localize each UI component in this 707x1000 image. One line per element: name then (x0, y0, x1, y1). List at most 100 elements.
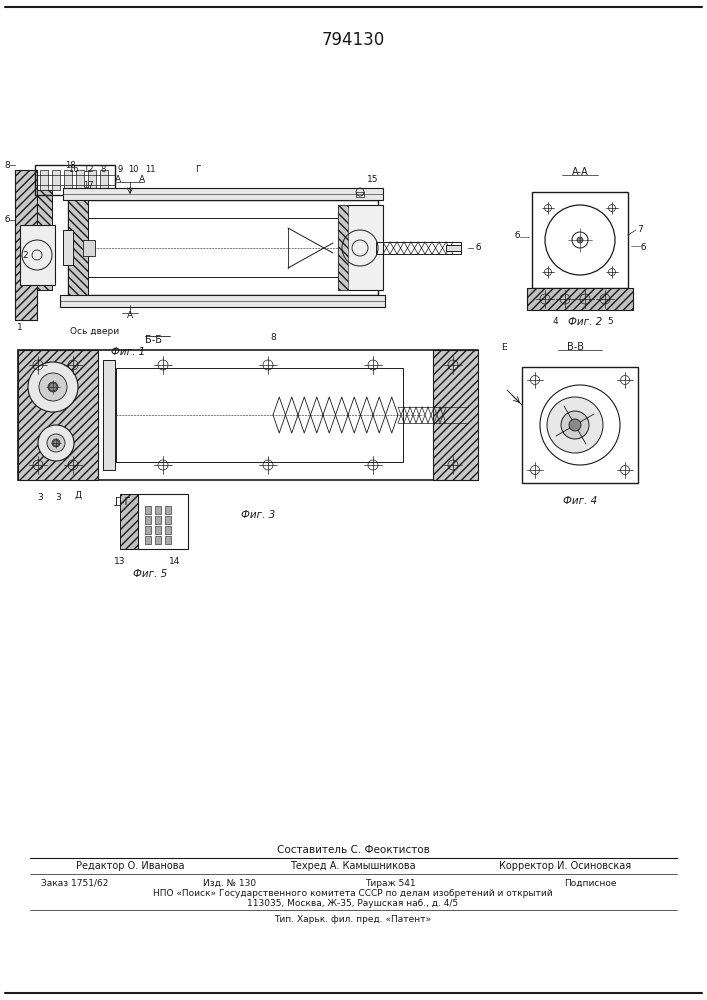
Text: Фиг. 5: Фиг. 5 (133, 569, 167, 579)
Text: Г-Г: Г-Г (115, 497, 131, 507)
Text: Е: Е (501, 342, 507, 352)
Text: A: A (139, 174, 145, 184)
Bar (155, 526, 161, 534)
Text: 1: 1 (17, 324, 23, 332)
Bar (338, 205, 348, 290)
Bar (88, 170, 96, 190)
Text: Фиг. 4: Фиг. 4 (563, 496, 597, 506)
Bar (37, 190, 52, 290)
Text: 113035, Москва, Ж-35, Раушская наб., д. 4/5: 113035, Москва, Ж-35, Раушская наб., д. … (247, 898, 459, 908)
Text: б: б (475, 243, 481, 252)
Text: А: А (127, 310, 133, 320)
Bar (532, 192, 628, 288)
Text: Ось двери: Ось двери (70, 328, 119, 336)
Bar (68, 200, 88, 295)
Text: 12: 12 (83, 165, 93, 174)
Bar (35, 165, 115, 195)
Bar (527, 288, 633, 310)
Bar (522, 367, 638, 483)
Circle shape (547, 397, 603, 453)
Text: 14: 14 (169, 556, 181, 566)
Bar (37, 190, 52, 290)
Text: 2: 2 (22, 250, 28, 259)
Bar (155, 506, 161, 514)
Bar (165, 536, 171, 544)
Text: 3: 3 (55, 493, 61, 502)
Bar (120, 494, 138, 549)
Bar (15, 170, 37, 320)
Bar (18, 350, 98, 480)
Text: б: б (641, 243, 645, 252)
Text: 10: 10 (128, 165, 139, 174)
Bar (446, 245, 461, 251)
Bar (338, 205, 383, 290)
Text: 794130: 794130 (322, 31, 385, 49)
Text: 17: 17 (83, 180, 93, 190)
Bar (52, 170, 60, 190)
Text: 8: 8 (100, 165, 105, 174)
Bar (165, 506, 171, 514)
Text: 18: 18 (64, 160, 76, 169)
Text: Г: Г (195, 165, 201, 174)
Bar (40, 170, 48, 190)
Bar (88, 218, 338, 277)
Bar (60, 295, 385, 307)
Circle shape (47, 434, 65, 452)
Text: 15: 15 (367, 176, 379, 184)
Circle shape (28, 362, 78, 412)
Text: Составитель С. Феоктистов: Составитель С. Феоктистов (276, 845, 429, 855)
Bar (433, 350, 478, 480)
Bar (155, 516, 161, 524)
Text: Подписное: Подписное (563, 879, 617, 888)
Bar (433, 350, 478, 480)
Bar (68, 200, 88, 295)
Text: A: A (115, 174, 121, 184)
Text: Д: Д (74, 490, 81, 499)
Bar (116, 368, 403, 462)
Text: Тираж 541: Тираж 541 (365, 879, 415, 888)
Bar (165, 526, 171, 534)
Circle shape (561, 411, 589, 439)
Bar (120, 494, 138, 549)
Bar (356, 192, 364, 197)
Text: б: б (514, 231, 520, 239)
Bar (145, 536, 151, 544)
Bar (138, 494, 188, 549)
Text: Редактор О. Иванова: Редактор О. Иванова (76, 861, 185, 871)
Bar (15, 170, 37, 320)
Text: Фиг. 1: Фиг. 1 (111, 347, 145, 357)
Circle shape (577, 237, 583, 243)
Circle shape (38, 425, 74, 461)
Text: 9: 9 (117, 165, 122, 174)
Text: 4: 4 (552, 318, 558, 326)
Bar (145, 506, 151, 514)
Circle shape (48, 382, 58, 392)
Bar (63, 188, 383, 200)
Bar (155, 536, 161, 544)
Bar (527, 288, 633, 310)
Text: Изд. № 130: Изд. № 130 (204, 879, 257, 888)
Text: 5: 5 (607, 318, 613, 326)
Bar (145, 526, 151, 534)
Bar (63, 230, 73, 265)
Text: В-В: В-В (566, 342, 583, 352)
Circle shape (52, 439, 60, 447)
Text: Фиг. 2: Фиг. 2 (568, 317, 602, 327)
Text: 11: 11 (145, 165, 156, 174)
Text: Техред А. Камышникова: Техред А. Камышникова (290, 861, 416, 871)
Bar (18, 350, 478, 480)
Text: 8: 8 (4, 160, 10, 169)
Circle shape (569, 419, 581, 431)
Bar (100, 170, 108, 190)
Bar (18, 350, 98, 480)
Text: Тип. Харьк. фил. пред. «Патент»: Тип. Харьк. фил. пред. «Патент» (274, 916, 432, 924)
Text: б: б (4, 216, 10, 225)
Text: НПО «Поиск» Государственного комитета СССР по делам изобретений и открытий: НПО «Поиск» Государственного комитета СС… (153, 888, 553, 898)
Circle shape (39, 373, 67, 401)
Text: Заказ 1751/62: Заказ 1751/62 (41, 879, 109, 888)
Bar (83, 240, 95, 256)
Text: Корректор И. Осиновская: Корректор И. Осиновская (499, 861, 631, 871)
Text: Фиг. 3: Фиг. 3 (241, 510, 275, 520)
Bar (376, 242, 461, 254)
Text: 8: 8 (270, 334, 276, 342)
